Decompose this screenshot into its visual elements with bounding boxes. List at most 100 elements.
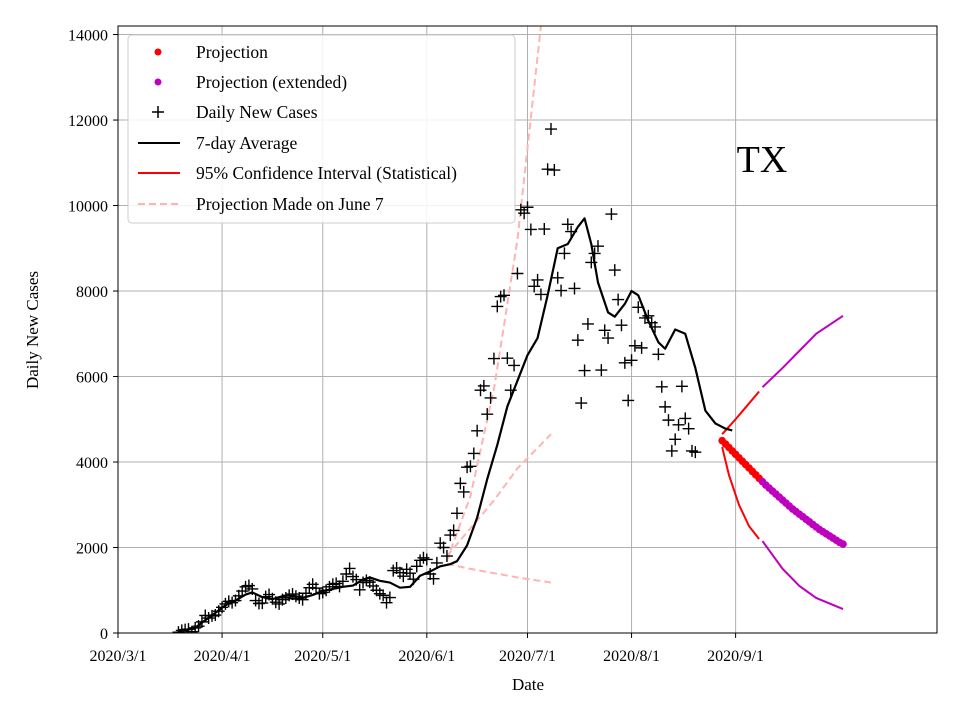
daily-case-point — [397, 570, 410, 583]
extended-ci-lower-line — [761, 540, 844, 610]
daily-case-point — [447, 524, 460, 537]
ci-upper-line — [721, 390, 760, 435]
daily-case-point — [665, 444, 678, 457]
daily-case-point — [622, 394, 635, 407]
daily-case-point — [635, 341, 648, 354]
legend-label-confidence-interval: 95% Confidence Interval (Statistical) — [196, 163, 457, 183]
june7-projection-line — [446, 26, 542, 561]
daily-case-point — [511, 267, 524, 280]
x-axis-label: Date — [512, 675, 544, 694]
plot-area — [172, 26, 847, 633]
daily-case-point — [689, 446, 702, 459]
daily-case-point — [602, 332, 615, 345]
x-tick-label: 2020/3/1 — [90, 648, 147, 665]
daily-case-point — [625, 354, 638, 367]
daily-case-point — [521, 201, 534, 214]
y-tick-label: 6000 — [76, 370, 108, 387]
y-tick-label: 10000 — [68, 199, 108, 216]
state-annotation: TX — [737, 139, 788, 181]
y-axis-label: Daily New Cases — [23, 271, 42, 389]
daily-case-point — [464, 460, 477, 473]
daily-case-point — [481, 408, 494, 421]
seven-day-average-line — [178, 217, 733, 633]
daily-case-point — [541, 163, 554, 176]
daily-case-point — [628, 339, 641, 352]
daily-case-point — [487, 352, 500, 365]
ci-lower-line — [721, 446, 760, 540]
daily-case-point — [598, 324, 611, 337]
daily-case-point — [256, 597, 269, 610]
daily-case-point — [336, 575, 349, 588]
daily-case-point — [662, 414, 675, 427]
x-tick-label: 2020/7/1 — [499, 648, 556, 665]
daily-case-point — [531, 273, 544, 286]
x-tick-label: 2020/4/1 — [194, 648, 251, 665]
x-axis: 2020/3/1 2020/4/1 2020/5/1 2020/6/1 2020/7/1… — [90, 633, 764, 665]
daily-case-point — [501, 352, 514, 365]
daily-case-point — [581, 317, 594, 330]
daily-case-point — [561, 218, 574, 231]
y-tick-label: 2000 — [76, 541, 108, 558]
x-tick-label: 2020/6/1 — [398, 648, 455, 665]
y-tick-label: 0 — [100, 626, 108, 643]
x-tick-label: 2020/9/1 — [707, 648, 764, 665]
legend-box — [127, 34, 516, 224]
daily-case-point — [343, 562, 356, 575]
y-axis: 0 2000 4000 6000 8000 10000 12000 14000 — [68, 28, 118, 643]
daily-case-point — [491, 300, 504, 313]
daily-case-point — [440, 550, 453, 563]
daily-case-point — [608, 264, 621, 277]
legend-marker-projection-extended — [154, 78, 162, 86]
daily-case-point — [534, 288, 547, 301]
june7-projection-line — [446, 562, 552, 584]
daily-case-point — [427, 572, 440, 585]
daily-case-point — [605, 208, 618, 221]
daily-case-point — [544, 123, 557, 136]
legend-marker-daily-cases — [152, 106, 164, 118]
daily-case-point — [383, 591, 396, 604]
daily-case-point — [655, 380, 668, 393]
daily-case-point — [454, 477, 467, 490]
daily-case-point — [568, 282, 581, 295]
june7-projection-line — [446, 433, 552, 557]
daily-case-point — [558, 247, 571, 260]
daily-case-point — [612, 293, 625, 306]
daily-case-point — [591, 240, 604, 253]
daily-case-point — [618, 356, 631, 369]
daily-case-point — [675, 380, 688, 393]
daily-case-point — [524, 223, 537, 236]
daily-case-point — [652, 348, 665, 361]
daily-case-point — [420, 553, 433, 566]
x-tick-label: 2020/8/1 — [603, 648, 660, 665]
daily-case-point — [669, 433, 682, 446]
daily-case-point — [538, 223, 551, 236]
legend: Projection Projection (extended) Daily N… — [127, 34, 516, 224]
daily-case-point — [467, 447, 480, 460]
daily-case-point — [296, 593, 309, 606]
daily-case-point — [528, 280, 541, 293]
daily-case-point — [575, 397, 588, 410]
y-tick-label: 12000 — [68, 113, 108, 130]
daily-case-point — [353, 583, 366, 596]
y-tick-label: 14000 — [68, 28, 108, 45]
series-layer — [172, 26, 847, 633]
x-tick-label: 2020/5/1 — [294, 648, 351, 665]
daily-case-point — [477, 379, 490, 392]
daily-case-point — [679, 412, 692, 425]
y-tick-label: 4000 — [76, 455, 108, 472]
extended-ci-upper-line — [761, 314, 844, 388]
legend-marker-projection — [154, 48, 162, 56]
daily-case-point — [672, 418, 685, 431]
daily-case-point — [659, 400, 672, 413]
daily-case-point — [484, 391, 497, 404]
projection-extended-point — [839, 540, 847, 548]
daily-case-point — [471, 424, 484, 437]
daily-case-point — [451, 507, 464, 520]
daily-case-point — [551, 271, 564, 284]
daily-case-point — [595, 364, 608, 377]
daily-case-point — [457, 485, 470, 498]
daily-case-point — [615, 319, 628, 332]
legend-label-projection: Projection — [196, 42, 268, 62]
daily-case-point — [555, 284, 568, 297]
